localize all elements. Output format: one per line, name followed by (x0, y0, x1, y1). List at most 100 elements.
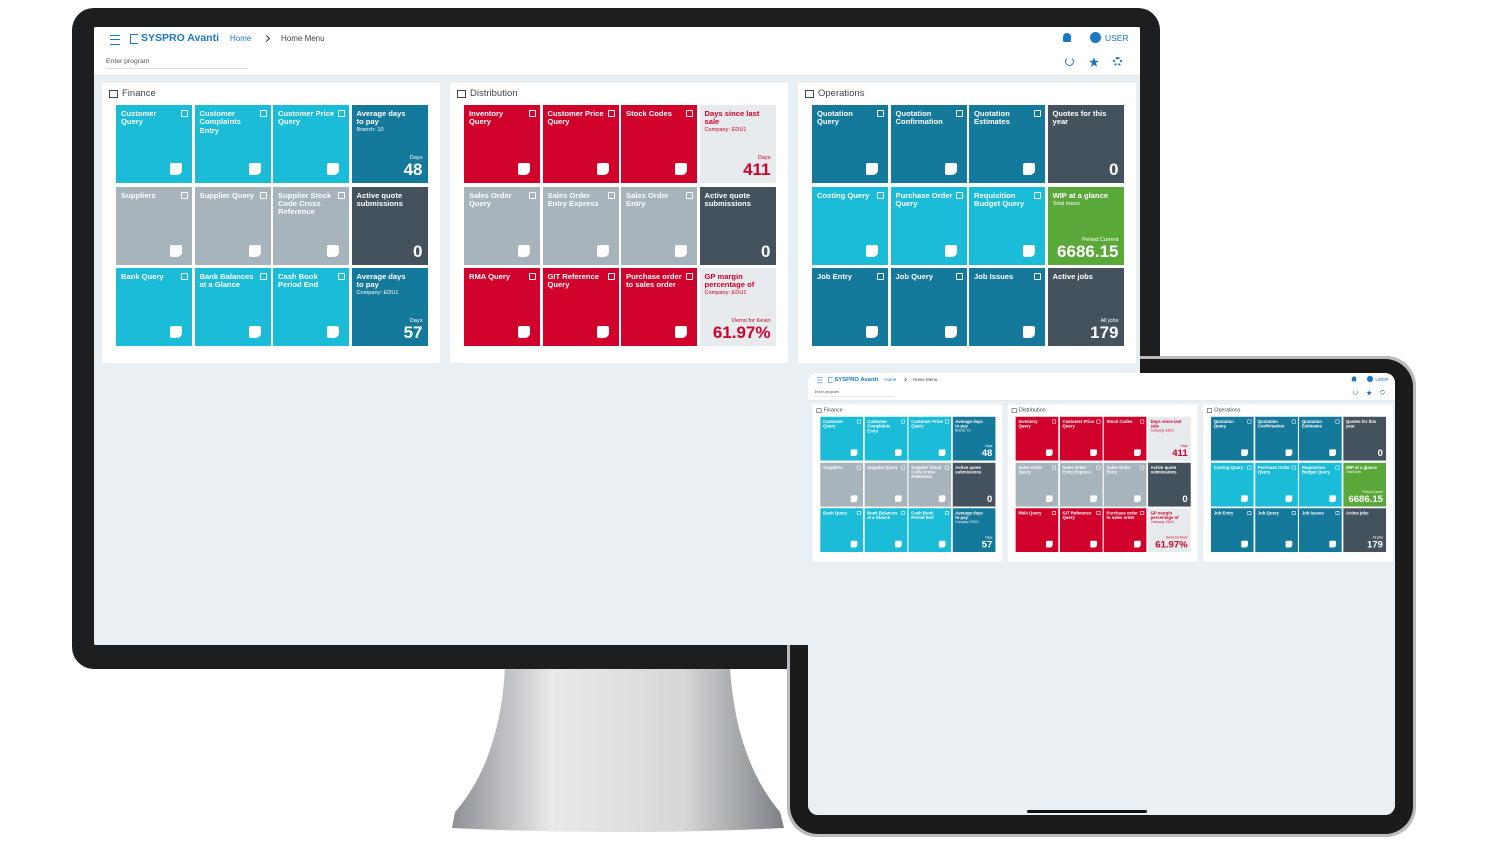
tile[interactable]: Inventory Query (464, 105, 540, 183)
breadcrumb-current: Home Menu (281, 34, 325, 43)
tile[interactable]: Stock Codes (1103, 416, 1147, 461)
tile-label: Requisition Budget Query (1301, 464, 1331, 475)
panel-icon (457, 90, 466, 98)
tile[interactable]: Active jobs All jobs 179 (1343, 508, 1386, 553)
notification-bell[interactable] (1063, 33, 1071, 42)
tile[interactable]: GIT Reference Query (542, 268, 619, 346)
tile[interactable]: Average days to pay Company: EDU1 Days 57 (351, 268, 428, 346)
tile[interactable]: Average days to pay Branch: 10 Days 48 (351, 105, 428, 183)
tile[interactable]: Bank Balances at a Glance (194, 268, 271, 346)
tile[interactable]: Customer Complaints Entry (864, 416, 908, 461)
settings-button[interactable] (1113, 57, 1122, 66)
tile[interactable]: Job Query (890, 268, 967, 346)
menu-button[interactable] (110, 35, 120, 45)
tile-subtitle: Company: EDU1 (704, 290, 747, 296)
tile[interactable]: Quotes for this year 0 (1047, 105, 1124, 183)
favorite-button[interactable] (1366, 389, 1372, 396)
tile[interactable]: Sales Order Query (1015, 462, 1059, 507)
tile[interactable]: Stock Codes (621, 105, 697, 183)
tile[interactable]: RMA Query (464, 268, 540, 346)
tile-icon (1241, 540, 1248, 548)
tile[interactable]: Customer Query (820, 416, 863, 461)
tile[interactable]: Customer Price Query (542, 105, 619, 183)
tile[interactable]: Suppliers (116, 186, 192, 265)
tile[interactable]: Job Query (1254, 508, 1298, 553)
tile[interactable]: Sales Order Query (464, 186, 540, 265)
tile-label: Quotation Confirmation (895, 109, 943, 127)
breadcrumb-home[interactable]: Home (884, 376, 897, 382)
menu-bar (816, 379, 823, 381)
tile[interactable]: Cash Book Period End (908, 508, 952, 553)
tile[interactable]: GIT Reference Query (1059, 508, 1103, 553)
tile[interactable]: GP margin percentage of Company: EDU1 Demo… (699, 268, 776, 346)
tile[interactable]: Job Issues (1299, 508, 1342, 553)
tile[interactable]: Requisition Budget Query (1299, 462, 1342, 507)
favorite-button[interactable] (1089, 57, 1099, 67)
tile[interactable]: Supplier Stock Code Cross Reference (908, 462, 952, 507)
tile[interactable]: Job Entry (812, 268, 888, 346)
tile[interactable]: Inventory Query (1015, 416, 1059, 461)
tile[interactable]: Sales Order Entry (621, 186, 697, 265)
tile[interactable]: Purchase order to sales order (621, 268, 697, 346)
tile[interactable]: Days since last sale Company: EDU1 Days 411 (1147, 416, 1191, 461)
tile[interactable]: Purchase order to sales order (1103, 508, 1147, 553)
tile[interactable]: Job Entry (1210, 508, 1254, 553)
tile[interactable]: Quotation Query (1210, 416, 1254, 461)
tile[interactable]: Active quote submissions 0 (952, 462, 996, 507)
tile[interactable]: Quotation Estimates (969, 105, 1045, 183)
tile[interactable]: WIP at a glance Total hours Period:Current… (1047, 186, 1124, 265)
notification-bell[interactable] (1351, 376, 1357, 382)
tile[interactable]: Supplier Query (194, 186, 271, 265)
tile[interactable]: Active quote submissions 0 (699, 186, 776, 265)
tile[interactable]: Sales Order Entry Express (1059, 462, 1103, 507)
tile[interactable]: Customer Price Query (908, 416, 952, 461)
tile[interactable]: Quotes for this year 0 (1343, 416, 1386, 461)
tile[interactable]: Costing Query (1210, 462, 1254, 507)
tile[interactable]: Customer Price Query (1059, 416, 1103, 461)
tile[interactable]: Supplier Stock Code Cross Reference (273, 186, 349, 265)
settings-button[interactable] (1379, 389, 1385, 395)
tile-label: Sales Order Query (1018, 464, 1043, 475)
tile[interactable]: Days since last sale Company: EDU1 Days 411 (699, 105, 776, 183)
tile[interactable]: Active jobs All jobs 179 (1047, 268, 1124, 346)
search-input[interactable]: Enter program (106, 58, 248, 69)
tile[interactable]: WIP at a glance Total hours Period:Current… (1343, 462, 1386, 507)
refresh-button[interactable] (1065, 57, 1074, 66)
user-name[interactable]: USER (1375, 376, 1389, 382)
tile[interactable]: GP margin percentage of Company: EDU1 Demo… (1147, 508, 1191, 553)
tile[interactable]: Quotation Confirmation (890, 105, 967, 183)
tile[interactable]: Quotation Estimates (1299, 416, 1342, 461)
tile[interactable]: Costing Query (812, 186, 888, 265)
user-icon[interactable] (1090, 32, 1101, 43)
tile[interactable]: Requisition Budget Query (969, 186, 1045, 265)
menu-button[interactable] (816, 377, 823, 384)
tile[interactable]: Average days to pay Company: EDU1 Days 57 (952, 508, 996, 553)
tile-subtitle: Company: EDU1 (1150, 520, 1175, 524)
search-input[interactable]: Enter program (814, 390, 895, 397)
tile-open-icon (877, 110, 884, 117)
tile[interactable]: Sales Order Entry (1103, 462, 1147, 507)
tile[interactable]: Purchase Order Query (890, 186, 967, 265)
tile[interactable]: Active quote submissions 0 (351, 186, 428, 265)
tile[interactable]: Suppliers (820, 462, 863, 507)
tile[interactable]: Customer Complaints Entry (194, 105, 271, 183)
refresh-button[interactable] (1352, 389, 1358, 395)
tile[interactable]: Customer Query (116, 105, 192, 183)
tile[interactable]: Supplier Query (864, 462, 908, 507)
user-icon[interactable] (1366, 375, 1374, 382)
tile[interactable]: Customer Price Query (273, 105, 349, 183)
tile[interactable]: Sales Order Entry Express (542, 186, 619, 265)
tile[interactable]: Active quote submissions 0 (1147, 462, 1191, 507)
tile[interactable]: Cash Book Period End (273, 268, 349, 346)
tile[interactable]: Bank Query (116, 268, 192, 346)
tile[interactable]: RMA Query (1015, 508, 1059, 553)
tile[interactable]: Job Issues (969, 268, 1045, 346)
tile[interactable]: Bank Query (820, 508, 863, 553)
tile[interactable]: Purchase Order Query (1254, 462, 1298, 507)
tile[interactable]: Average days to pay Branch: 10 Days 48 (952, 416, 996, 461)
tile[interactable]: Quotation Query (812, 105, 888, 183)
tile[interactable]: Quotation Confirmation (1254, 416, 1298, 461)
user-name[interactable]: USER (1105, 33, 1129, 43)
breadcrumb-home[interactable]: Home (230, 34, 252, 43)
tile[interactable]: Bank Balances at a Glance (864, 508, 908, 553)
